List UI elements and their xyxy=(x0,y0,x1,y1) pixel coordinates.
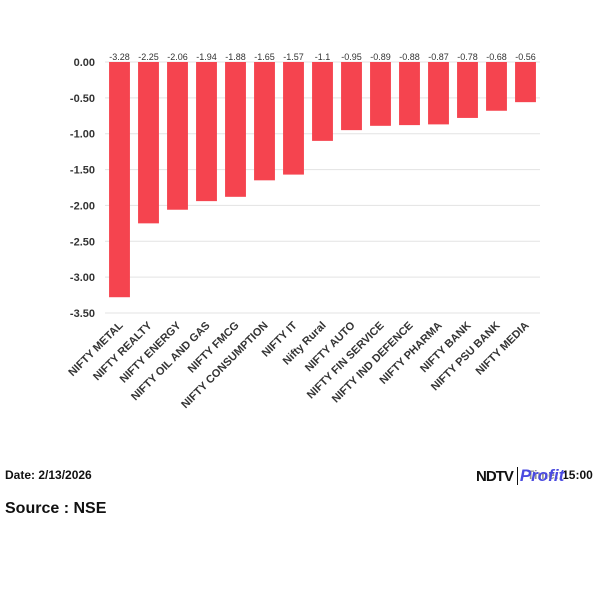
date-label: Date: 2/13/2026 xyxy=(5,468,92,482)
bar xyxy=(515,62,536,103)
bar xyxy=(428,62,449,125)
bar xyxy=(399,62,420,126)
bar xyxy=(312,62,333,141)
bar xyxy=(138,62,159,224)
bar xyxy=(109,62,130,298)
bar xyxy=(457,62,478,118)
source-label: Source : NSE xyxy=(5,500,107,517)
y-tick-label: -1.50 xyxy=(70,165,95,177)
data-label: -1.88 xyxy=(225,52,246,62)
logo-divider xyxy=(516,467,518,485)
bar xyxy=(196,62,217,202)
bar xyxy=(225,62,246,197)
y-tick-label: -3.50 xyxy=(70,308,95,320)
y-tick-label: -1.00 xyxy=(70,129,95,141)
logo-profit-text: Profit xyxy=(519,466,565,486)
category-label: NIFTY MEDIA xyxy=(474,320,532,378)
data-label: -0.56 xyxy=(515,52,536,62)
ndtv-profit-logo: NDTV Profit xyxy=(476,466,565,486)
y-tick-label: 0.00 xyxy=(74,57,95,69)
data-label: -0.87 xyxy=(428,52,449,62)
logo-ndtv-text: NDTV xyxy=(476,467,515,485)
y-tick-label: -2.50 xyxy=(70,236,95,248)
data-label: -0.88 xyxy=(399,52,420,62)
data-label: -0.68 xyxy=(486,52,507,62)
bars xyxy=(109,62,536,298)
data-label: -1.65 xyxy=(254,52,275,62)
data-label: -0.78 xyxy=(457,52,478,62)
bar xyxy=(370,62,391,126)
bar xyxy=(341,62,362,131)
data-label: -0.89 xyxy=(370,52,391,62)
y-tick-label: -3.00 xyxy=(70,272,95,284)
data-label: -0.95 xyxy=(341,52,362,62)
data-label: -3.28 xyxy=(109,52,130,62)
data-label: -2.25 xyxy=(138,52,159,62)
bar xyxy=(283,62,304,175)
data-labels: -3.28 -2.25 -2.06 -1.94 -1.88 -1.65 -1.57 -1.1-… xyxy=(109,52,536,62)
bar xyxy=(486,62,507,111)
bar xyxy=(167,62,188,210)
bar-chart: 0.00-0.50-1.00-1.50-2.00-2.50-3.00-3.50 … xyxy=(66,52,540,411)
data-label: -1.94 xyxy=(196,52,217,62)
y-axis-ticks: 0.00 -0.50 -1.00 -1.50 -2.00 -2.50 -3.00 -3.50 xyxy=(70,57,95,320)
y-tick-label: -2.00 xyxy=(70,200,95,212)
y-tick-label: -0.50 xyxy=(70,93,95,105)
bar xyxy=(254,62,275,181)
data-label: -1.1 xyxy=(315,52,331,62)
data-label: -1.57 xyxy=(283,52,304,62)
data-label: -2.06 xyxy=(167,52,188,62)
